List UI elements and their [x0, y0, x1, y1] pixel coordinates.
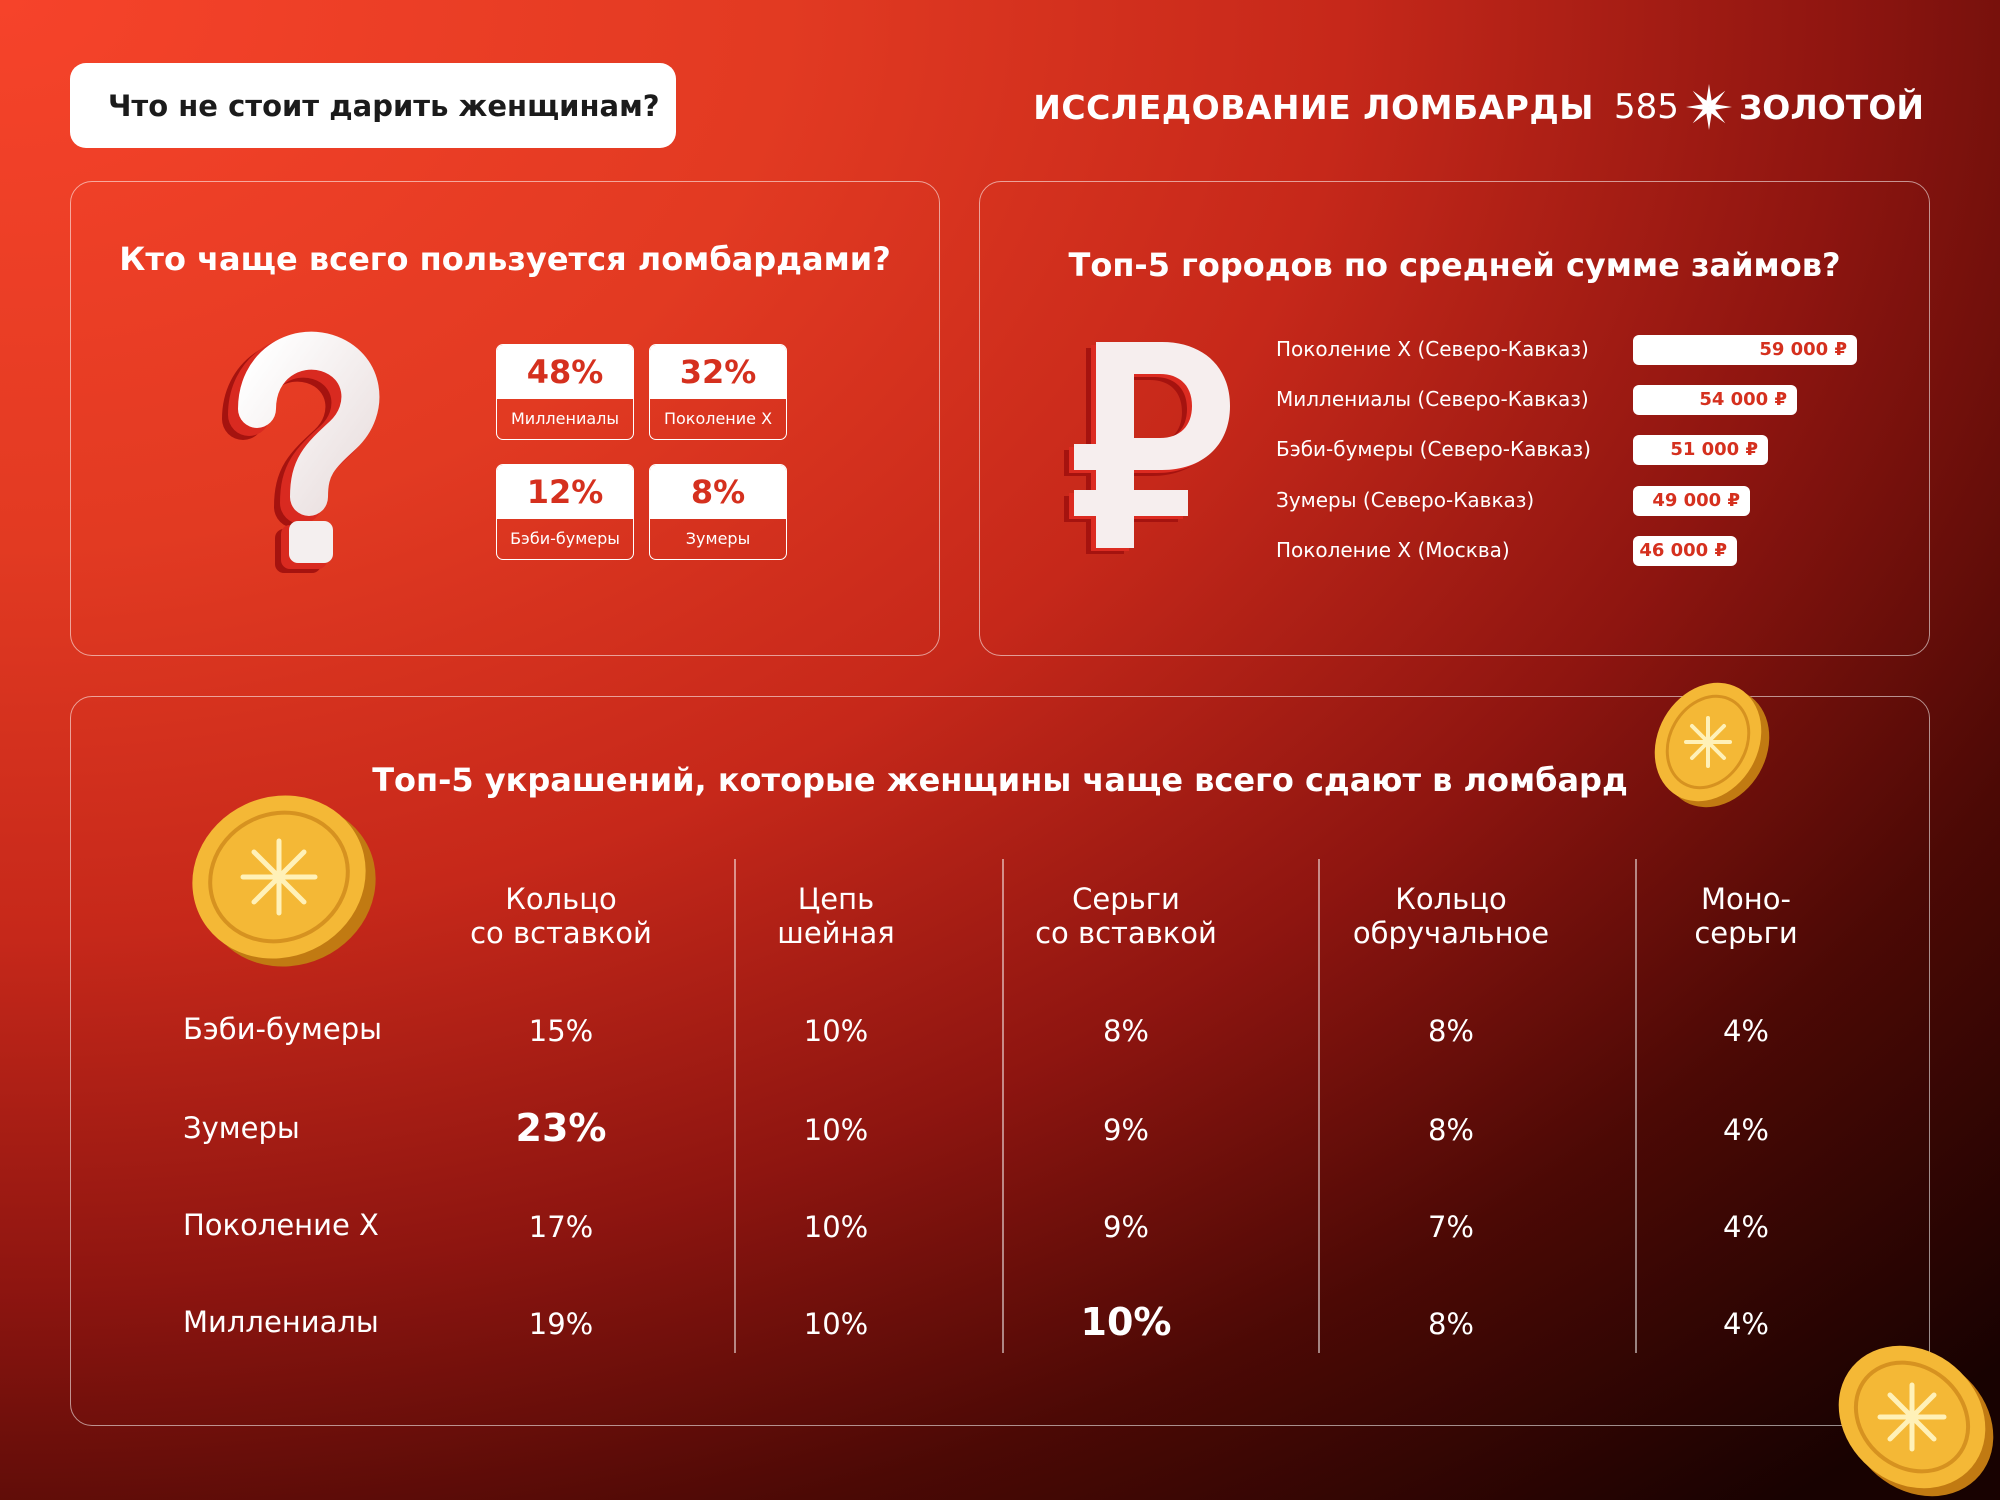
stat-value: 48%: [497, 345, 633, 399]
column-header-line: обручальное: [1352, 916, 1550, 950]
column-header-line: Серьги: [1072, 882, 1180, 916]
stat-value: 12%: [497, 465, 633, 519]
cities-panel: Топ-5 городов по средней сумме займов? П…: [979, 181, 1930, 656]
table-cell: 4%: [1722, 1113, 1769, 1147]
column-divider: [1318, 859, 1320, 1353]
sparkle-star-icon: [1685, 84, 1732, 130]
question-text: Что не стоит дарить женщинам?: [108, 88, 660, 123]
column-header-line: со вставкой: [470, 916, 652, 950]
jewelry-panel: Топ-5 украшений, которые женщины чаще вс…: [70, 696, 1930, 1426]
table-cell: 8%: [1427, 1307, 1474, 1341]
stat-label: Зумеры: [685, 529, 751, 548]
column-header-line: шейная: [777, 916, 895, 950]
row-label: Миллениалы: [183, 1305, 379, 1339]
stat-value: 32%: [650, 345, 786, 399]
stat-label: Поколение X: [663, 409, 773, 428]
table-cell: 4%: [1722, 1307, 1769, 1341]
city-label: Миллениалы (Северо-Кавказ): [1276, 387, 1589, 411]
stat-card: 32% Поколение X: [649, 344, 787, 440]
stat-value: 8%: [650, 465, 786, 519]
table-cell: 10%: [1080, 1300, 1172, 1344]
question-mark-3d-icon: [222, 331, 380, 573]
gold-coin-icon: [1838, 1345, 1994, 1497]
column-header-line: Моно-: [1701, 882, 1791, 916]
column-divider: [1635, 859, 1637, 1353]
table-cell: 10%: [803, 1113, 869, 1147]
users-panel: Кто чаще всего пользуется ломбардами? 48…: [70, 181, 940, 656]
table-cell: 8%: [1427, 1113, 1474, 1147]
city-label: Поколение X (Северо-Кавказ): [1276, 337, 1589, 361]
table-cell: 10%: [803, 1307, 869, 1341]
column-header-line: Кольцо: [1395, 882, 1507, 916]
table-cell: 10%: [803, 1210, 869, 1244]
column-header: Цепь шейная: [741, 882, 931, 950]
gold-coin-icon: [1654, 682, 1770, 808]
column-header-line: Кольцо: [505, 882, 617, 916]
row-label: Поколение X: [183, 1208, 379, 1242]
table-cell: 15%: [528, 1014, 594, 1048]
cities-panel-title: Топ-5 городов по средней сумме займов?: [1068, 246, 1841, 284]
table-cell: 8%: [1102, 1014, 1149, 1048]
city-amount-bar: 59 000 ₽: [1633, 335, 1857, 365]
stat-label: Миллениалы: [510, 409, 620, 428]
stat-label: Бэби-бумеры: [510, 529, 620, 548]
brand-logo: 585 ЗОЛОТОЙ: [1614, 83, 1924, 131]
study-title: ИССЛЕДОВАНИЕ ЛОМБАРДЫ: [1033, 87, 1594, 127]
row-label: Зумеры: [183, 1111, 300, 1145]
table-cell: 23%: [515, 1106, 607, 1150]
table-cell: 8%: [1427, 1014, 1474, 1048]
column-divider: [734, 859, 736, 1353]
ruble-sign-3d-icon: [1064, 342, 1230, 554]
row-label: Бэби-бумеры: [183, 1012, 383, 1046]
brand-name: ЗОЛОТОЙ: [1738, 87, 1924, 127]
column-divider: [1002, 859, 1004, 1353]
column-header: Кольцо обручальное: [1321, 882, 1581, 950]
stat-card: 48% Миллениалы: [496, 344, 634, 440]
table-cell: 10%: [803, 1014, 869, 1048]
city-amount-bar: 51 000 ₽: [1633, 435, 1768, 465]
brand-number: 585: [1613, 87, 1679, 127]
table-cell: 19%: [528, 1307, 594, 1341]
column-header: Кольцо со вставкой: [441, 882, 681, 950]
city-amount-bar: 46 000 ₽: [1633, 536, 1737, 566]
gold-coin-icon: [192, 795, 376, 967]
column-header: Моно- серьги: [1661, 882, 1831, 950]
city-amount-bar: 54 000 ₽: [1633, 385, 1797, 415]
table-cell: 9%: [1102, 1113, 1149, 1147]
column-header: Серьги со вставкой: [1011, 882, 1241, 950]
city-label: Бэби-бумеры (Северо-Кавказ): [1276, 437, 1591, 461]
table-cell: 17%: [528, 1210, 594, 1244]
stat-card: 12% Бэби-бумеры: [496, 464, 634, 560]
jewelry-panel-title: Топ-5 украшений, которые женщины чаще вс…: [372, 761, 1628, 799]
table-cell: 4%: [1722, 1210, 1769, 1244]
city-amount-bar: 49 000 ₽: [1633, 486, 1750, 516]
table-cell: 4%: [1722, 1014, 1769, 1048]
city-label: Зумеры (Северо-Кавказ): [1276, 488, 1535, 512]
column-header-line: со вставкой: [1035, 916, 1217, 950]
stat-card: 8% Зумеры: [649, 464, 787, 560]
column-header-line: серьги: [1694, 916, 1798, 950]
table-cell: 9%: [1102, 1210, 1149, 1244]
city-label: Поколение X (Москва): [1276, 538, 1510, 562]
table-cell: 7%: [1427, 1210, 1474, 1244]
column-header-line: Цепь: [797, 882, 875, 916]
question-badge: Что не стоит дарить женщинам?: [70, 63, 676, 148]
users-panel-title: Кто чаще всего пользуется ломбардами?: [119, 240, 891, 278]
brand-header: ИССЛЕДОВАНИЕ ЛОМБАРДЫ 585 ЗОЛОТОЙ: [1033, 82, 1924, 132]
